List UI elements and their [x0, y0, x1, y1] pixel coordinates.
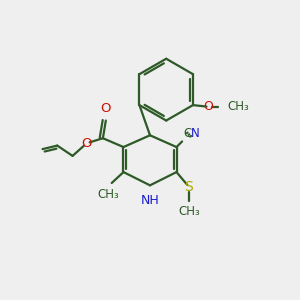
Text: CH₃: CH₃ [227, 100, 249, 113]
Text: O: O [203, 100, 213, 113]
Text: O: O [100, 102, 111, 115]
Text: C: C [184, 127, 192, 140]
Text: S: S [184, 180, 193, 194]
Text: O: O [81, 137, 92, 150]
Text: CH₃: CH₃ [178, 205, 200, 218]
Text: NH: NH [141, 194, 159, 207]
Text: CH₃: CH₃ [97, 188, 119, 201]
Text: N: N [191, 127, 200, 140]
